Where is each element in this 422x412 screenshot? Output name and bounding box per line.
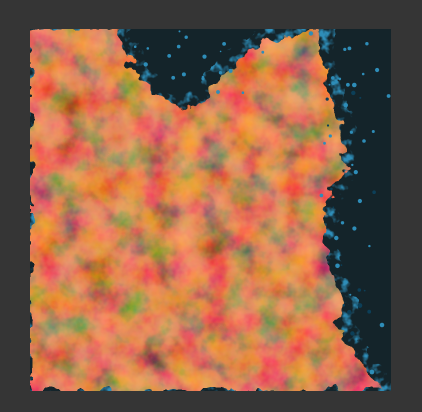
edge-speckle bbox=[331, 76, 335, 80]
edge-speckle bbox=[365, 42, 369, 46]
ground-texture bbox=[30, 29, 391, 391]
edge-speckle bbox=[181, 72, 186, 77]
edge-speckle bbox=[351, 90, 356, 96]
edge-speckle bbox=[323, 141, 326, 145]
edge-speckle bbox=[372, 190, 376, 194]
edge-speckle bbox=[202, 54, 207, 59]
edge-speckle bbox=[171, 75, 176, 80]
edge-speckle bbox=[349, 293, 352, 296]
edge-speckle bbox=[325, 97, 329, 101]
noise-texture-image bbox=[30, 29, 391, 391]
edge-speckle bbox=[347, 46, 352, 51]
edge-speckle bbox=[146, 47, 150, 50]
edge-speckle bbox=[349, 130, 353, 134]
edge-speckle bbox=[332, 206, 335, 209]
edge-speckle bbox=[359, 96, 362, 99]
edge-speckle bbox=[241, 91, 245, 94]
edge-speckle bbox=[328, 83, 331, 86]
edge-speckle bbox=[216, 90, 220, 94]
edge-speckle bbox=[363, 289, 366, 292]
edge-speckle bbox=[343, 47, 347, 51]
edge-speckle bbox=[319, 193, 324, 198]
edge-speckle bbox=[386, 94, 391, 98]
edge-speckle bbox=[342, 304, 346, 307]
edge-speckle bbox=[368, 244, 371, 248]
edge-speckle bbox=[375, 67, 380, 73]
edge-speckle bbox=[176, 44, 181, 49]
edge-speckle bbox=[353, 170, 358, 175]
edge-speckle bbox=[367, 309, 372, 314]
edge-speckle bbox=[308, 31, 314, 36]
edge-speckle bbox=[334, 235, 339, 241]
edge-speckle bbox=[350, 331, 355, 336]
edge-speckle bbox=[222, 42, 227, 46]
edge-speckle bbox=[331, 81, 336, 85]
edge-speckle bbox=[357, 288, 362, 292]
edge-speckle bbox=[133, 45, 137, 48]
edge-speckle bbox=[219, 50, 222, 53]
texture-viewport[interactable] bbox=[30, 29, 391, 391]
edge-speckle bbox=[326, 124, 330, 127]
edge-speckle bbox=[178, 30, 181, 33]
edge-speckle bbox=[343, 103, 348, 108]
edge-speckle bbox=[228, 68, 233, 73]
edge-speckle bbox=[338, 77, 342, 81]
edge-speckle bbox=[352, 82, 357, 88]
edge-speckle bbox=[361, 72, 365, 76]
edge-speckle bbox=[371, 130, 375, 133]
edge-speckle bbox=[328, 134, 332, 138]
edge-speckle bbox=[346, 82, 350, 87]
edge-speckle bbox=[357, 198, 362, 204]
edge-speckle bbox=[201, 77, 205, 81]
edge-speckle bbox=[261, 50, 265, 54]
edge-speckle bbox=[340, 264, 343, 266]
edge-speckle bbox=[369, 369, 375, 375]
edge-speckle bbox=[362, 139, 366, 143]
edge-speckle bbox=[184, 35, 188, 39]
edge-speckle bbox=[218, 71, 222, 75]
speckle-layer bbox=[133, 30, 391, 375]
edge-speckle bbox=[352, 226, 357, 231]
edge-speckle bbox=[347, 309, 352, 315]
edge-speckle bbox=[357, 303, 363, 308]
edge-speckle bbox=[330, 187, 333, 191]
edge-speckle bbox=[335, 263, 340, 269]
edge-speckle bbox=[167, 54, 172, 58]
edge-speckle bbox=[351, 163, 354, 167]
edge-speckle bbox=[379, 322, 385, 328]
edge-speckle bbox=[340, 221, 345, 225]
edge-speckle bbox=[143, 62, 148, 67]
